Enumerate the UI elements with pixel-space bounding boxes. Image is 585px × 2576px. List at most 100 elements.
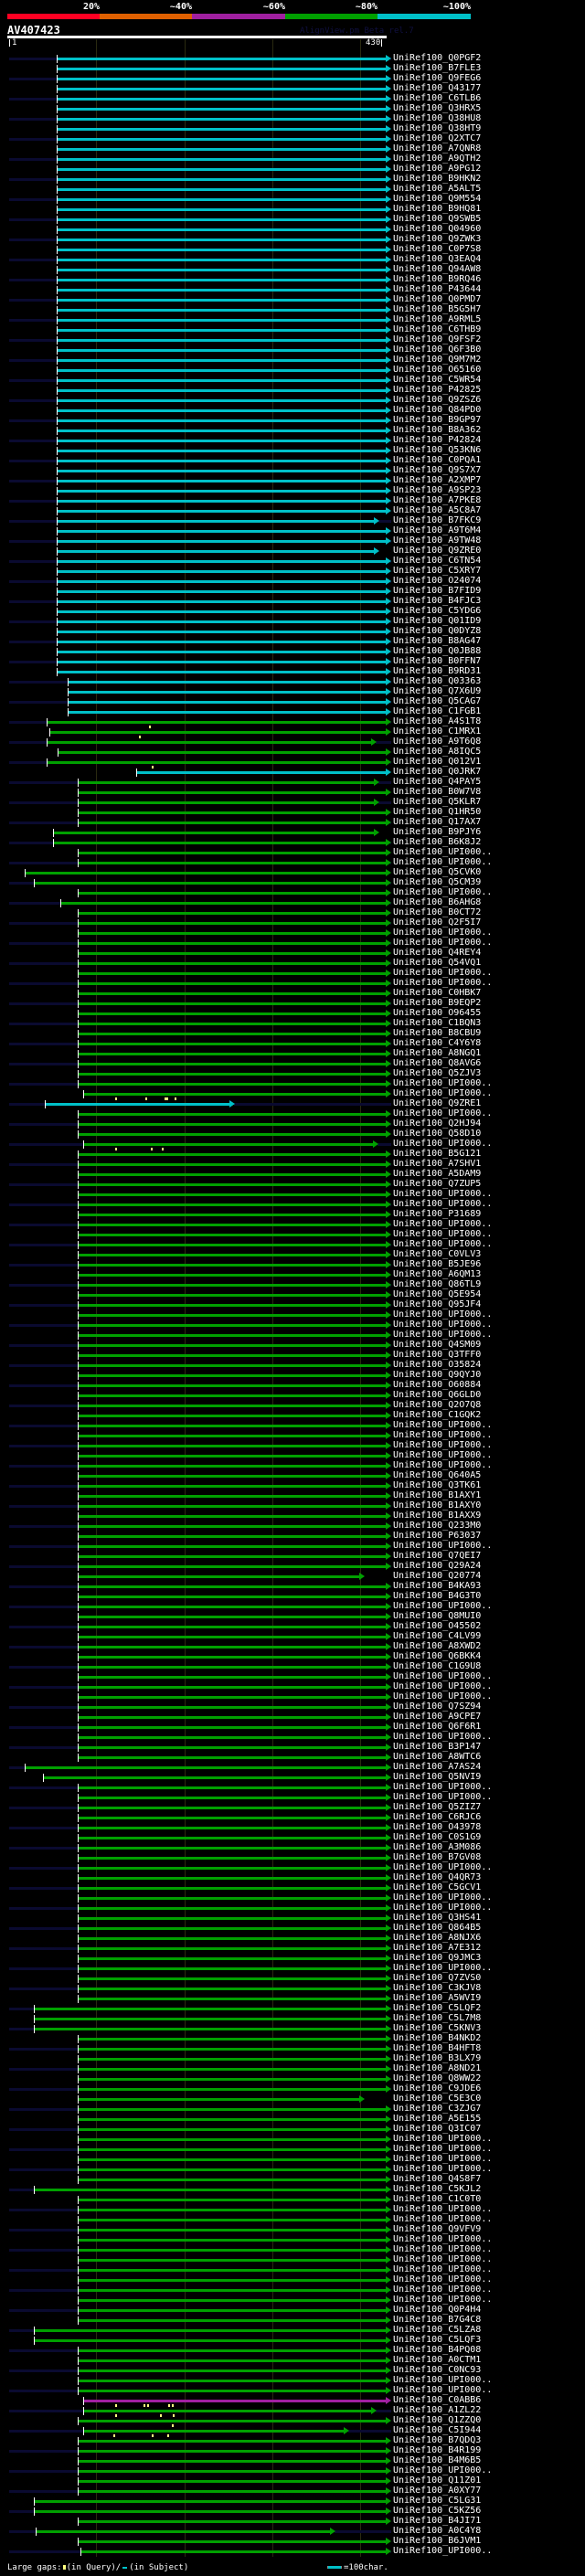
- hit-label[interactable]: UniRef100_C5E3C0: [393, 2094, 482, 2104]
- hit-label[interactable]: UniRef100_O96455: [393, 1008, 482, 1018]
- hit-label[interactable]: UniRef100_UPI000..: [393, 2254, 493, 2264]
- alignment-row[interactable]: UniRef100_A7SHV1: [0, 1159, 585, 1170]
- alignment-row[interactable]: UniRef100_B5G121: [0, 1149, 585, 1160]
- hit-label[interactable]: UniRef100_Q01ID9: [393, 616, 482, 626]
- alignment-row[interactable]: UniRef100_C6THB9: [0, 324, 585, 335]
- alignment-row[interactable]: UniRef100_Q38HT9: [0, 123, 585, 134]
- alignment-row[interactable]: UniRef100_C3ZJG7: [0, 2104, 585, 2115]
- hit-label[interactable]: UniRef100_UPI000..: [393, 2204, 493, 2214]
- alignment-row[interactable]: UniRef100_Q43177: [0, 83, 585, 94]
- alignment-row[interactable]: UniRef100_C1MRX1: [0, 726, 585, 738]
- hit-label[interactable]: UniRef100_Q2O7Q8: [393, 1400, 482, 1410]
- alignment-row[interactable]: UniRef100_UPI000..: [0, 1078, 585, 1089]
- hit-label[interactable]: UniRef100_Q6BKK4: [393, 1651, 482, 1661]
- hit-label[interactable]: UniRef100_A7QNR8: [393, 143, 482, 154]
- alignment-row[interactable]: UniRef100_Q7ZVS0: [0, 1973, 585, 1984]
- hit-label[interactable]: UniRef100_UPI000..: [393, 1963, 493, 1973]
- hit-label[interactable]: UniRef100_B7FID9: [393, 586, 482, 596]
- hit-label[interactable]: UniRef100_UPI000..: [393, 968, 493, 978]
- hit-label[interactable]: UniRef100_Q5NVI9: [393, 1772, 482, 1782]
- hit-label[interactable]: UniRef100_C0NC93: [393, 2365, 482, 2375]
- hit-label[interactable]: UniRef100_Q1HR50: [393, 807, 482, 817]
- alignment-row[interactable]: UniRef100_Q6BKK4: [0, 1651, 585, 1662]
- alignment-row[interactable]: UniRef100_C4LV99: [0, 1631, 585, 1642]
- hit-label[interactable]: UniRef100_Q2HJ94: [393, 1118, 482, 1129]
- hit-label[interactable]: UniRef100_UPI000..: [393, 1671, 493, 1681]
- hit-label[interactable]: UniRef100_UPI000..: [393, 847, 493, 857]
- hit-label[interactable]: UniRef100_A5C8A7: [393, 505, 482, 515]
- alignment-row[interactable]: UniRef100_Q5ZIZ7: [0, 1802, 585, 1813]
- hit-label[interactable]: UniRef100_UPI000..: [393, 1903, 493, 1913]
- alignment-row[interactable]: UniRef100_B7FLE3: [0, 63, 585, 74]
- hit-label[interactable]: UniRef100_Q0PMD7: [393, 294, 482, 304]
- alignment-row[interactable]: UniRef100_A5E155: [0, 2114, 585, 2125]
- alignment-row[interactable]: UniRef100_A6QM13: [0, 1269, 585, 1280]
- alignment-row[interactable]: UniRef100_B8A362: [0, 425, 585, 436]
- alignment-row[interactable]: UniRef100_Q53KN6: [0, 445, 585, 456]
- hit-label[interactable]: UniRef100_O60884: [393, 1380, 482, 1390]
- alignment-row[interactable]: UniRef100_P42824: [0, 435, 585, 446]
- alignment-row[interactable]: UniRef100_Q0JB88: [0, 646, 585, 657]
- hit-label[interactable]: UniRef100_A8XWD2: [393, 1641, 482, 1651]
- hit-label[interactable]: UniRef100_A9CPE7: [393, 1712, 482, 1722]
- alignment-row[interactable]: UniRef100_Q6F6R1: [0, 1722, 585, 1733]
- alignment-row[interactable]: UniRef100_B9HQ81: [0, 204, 585, 215]
- alignment-row[interactable]: UniRef100_Q7X6U9: [0, 686, 585, 697]
- alignment-row[interactable]: UniRef100_UPI000..: [0, 847, 585, 858]
- alignment-row[interactable]: UniRef100_A8NGQ1: [0, 1048, 585, 1059]
- alignment-row[interactable]: UniRef100_C5GCV1: [0, 1882, 585, 1893]
- hit-label[interactable]: UniRef100_B4G3T0: [393, 1591, 482, 1601]
- hit-label[interactable]: UniRef100_Q6F6R1: [393, 1722, 482, 1732]
- hit-label[interactable]: UniRef100_A0CTM1: [393, 2355, 482, 2365]
- alignment-row[interactable]: UniRef100_C4Y6Y8: [0, 1038, 585, 1049]
- alignment-row[interactable]: UniRef100_B4HFT8: [0, 2043, 585, 2054]
- hit-label[interactable]: UniRef100_Q9ZWK3: [393, 234, 482, 244]
- hit-label[interactable]: UniRef100_UPI000..: [393, 1088, 493, 1098]
- hit-label[interactable]: UniRef100_O45502: [393, 1621, 482, 1631]
- hit-label[interactable]: UniRef100_Q0JB88: [393, 646, 482, 656]
- hit-label[interactable]: UniRef100_B9PJY6: [393, 827, 482, 837]
- hit-label[interactable]: UniRef100_UPI000..: [393, 2214, 493, 2224]
- alignment-row[interactable]: UniRef100_Q3HS41: [0, 1913, 585, 1924]
- alignment-row[interactable]: UniRef100_UPI000..: [0, 1430, 585, 1441]
- alignment-row[interactable]: UniRef100_A9RML5: [0, 314, 585, 325]
- hit-label[interactable]: UniRef100_C5KJL2: [393, 2184, 482, 2194]
- alignment-row[interactable]: UniRef100_B4NKD2: [0, 2033, 585, 2044]
- alignment-row[interactable]: UniRef100_UPI000..: [0, 1892, 585, 1903]
- alignment-row[interactable]: UniRef100_B7FKC9: [0, 515, 585, 526]
- alignment-row[interactable]: UniRef100_Q6F3B0: [0, 345, 585, 355]
- alignment-row[interactable]: UniRef100_B8CBU9: [0, 1028, 585, 1039]
- alignment-row[interactable]: UniRef100_C1BQN3: [0, 1018, 585, 1029]
- hit-label[interactable]: UniRef100_Q9FEG6: [393, 73, 482, 83]
- alignment-row[interactable]: UniRef100_Q4S8F7: [0, 2174, 585, 2185]
- hit-label[interactable]: UniRef100_B4M6B5: [393, 2455, 482, 2465]
- hit-label[interactable]: UniRef100_B8A362: [393, 425, 482, 435]
- hit-label[interactable]: UniRef100_B5G121: [393, 1149, 482, 1159]
- hit-label[interactable]: UniRef100_C5LQF3: [393, 2335, 482, 2345]
- alignment-row[interactable]: UniRef100_Q4SM09: [0, 1340, 585, 1351]
- alignment-row[interactable]: UniRef100_C0P7S8: [0, 244, 585, 255]
- alignment-row[interactable]: UniRef100_A2XMP7: [0, 475, 585, 486]
- alignment-row[interactable]: UniRef100_C6TN54: [0, 556, 585, 567]
- hit-label[interactable]: UniRef100_A7SHV1: [393, 1159, 482, 1169]
- hit-label[interactable]: UniRef100_C3KJV8: [393, 1983, 482, 1993]
- alignment-row[interactable]: UniRef100_B9RQ46: [0, 274, 585, 285]
- alignment-row[interactable]: UniRef100_Q6GLD0: [0, 1390, 585, 1401]
- alignment-row[interactable]: UniRef100_B7G4C8: [0, 2315, 585, 2326]
- hit-label[interactable]: UniRef100_C1MRX1: [393, 726, 482, 737]
- hit-label[interactable]: UniRef100_P42825: [393, 385, 482, 395]
- hit-label[interactable]: UniRef100_C5XRY7: [393, 566, 482, 576]
- hit-label[interactable]: UniRef100_UPI000..: [393, 1782, 493, 1792]
- alignment-row[interactable]: UniRef100_B4FJC3: [0, 596, 585, 607]
- hit-label[interactable]: UniRef100_Q3HS41: [393, 1913, 482, 1923]
- alignment-row[interactable]: UniRef100_Q95JF4: [0, 1299, 585, 1310]
- alignment-row[interactable]: UniRef100_C5I944: [0, 2425, 585, 2437]
- hit-label[interactable]: UniRef100_Q4SM09: [393, 1340, 482, 1350]
- hit-label[interactable]: UniRef100_B4NKD2: [393, 2033, 482, 2043]
- alignment-row[interactable]: UniRef100_O45502: [0, 1621, 585, 1632]
- alignment-row[interactable]: UniRef100_Q9ZRE0: [0, 546, 585, 557]
- hit-label[interactable]: UniRef100_B5JE96: [393, 1259, 482, 1269]
- alignment-row[interactable]: UniRef100_B7FID9: [0, 586, 585, 597]
- alignment-row[interactable]: UniRef100_UPI000..: [0, 938, 585, 949]
- alignment-row[interactable]: UniRef100_UPI000..: [0, 857, 585, 868]
